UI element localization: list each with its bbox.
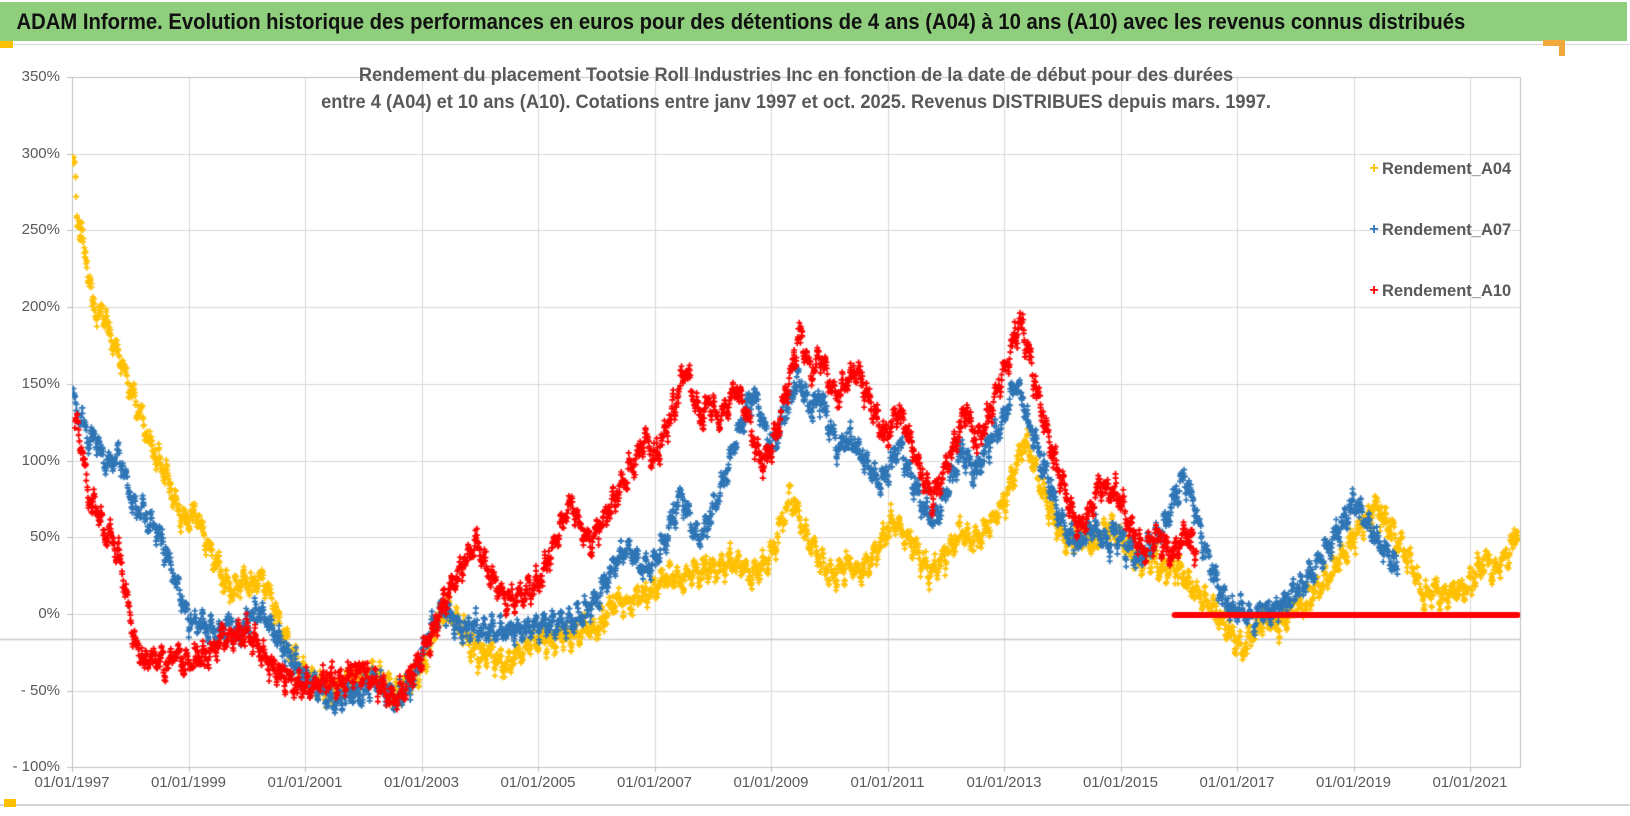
y-axis-label: - 100% xyxy=(12,758,60,776)
legend-item-a10: + Rendement_A10 xyxy=(1366,272,1546,310)
y-axis-label: - 50% xyxy=(20,681,60,699)
y-axis-label: 350% xyxy=(21,67,60,85)
plus-marker-icon: + xyxy=(1369,282,1379,299)
yellow-corner-mark-bottom xyxy=(4,799,16,807)
bottom-divider-line xyxy=(0,804,1630,806)
y-axis-label: 250% xyxy=(21,221,60,239)
x-axis-label: 01/01/2007 xyxy=(616,774,693,791)
legend-item-a07: + Rendement_A07 xyxy=(1366,211,1546,249)
header-bar: ADAM Informe. Evolution historique des p… xyxy=(0,2,1627,41)
y-axis-label: 300% xyxy=(21,144,60,162)
x-axis-label: 01/01/2021 xyxy=(1432,774,1508,791)
yellow-corner-mark-left xyxy=(0,41,13,48)
x-axis-label: 01/01/2013 xyxy=(966,774,1042,791)
chart-title-line1: Rendement du placement Tootsie Roll Indu… xyxy=(358,65,1234,86)
x-axis-label: 01/01/2011 xyxy=(850,774,925,791)
chart-title: Rendement du placement Tootsie Roll Indu… xyxy=(101,62,1491,116)
y-axis-label: 150% xyxy=(21,374,60,392)
legend-label-a10: Rendement_A10 xyxy=(1382,281,1512,300)
x-axis-label: 01/01/2019 xyxy=(1315,774,1392,791)
plus-marker-icon: + xyxy=(1369,160,1379,177)
y-axis-label: 50% xyxy=(29,528,60,546)
x-axis-label: 01/01/2009 xyxy=(733,774,809,791)
legend-label-a04: Rendement_A04 xyxy=(1382,159,1512,178)
x-axis-label: 01/01/1997 xyxy=(34,774,110,791)
chart-legend: + Rendement_A04 + Rendement_A07 + Rendem… xyxy=(1366,150,1546,333)
x-axis-label: 01/01/2015 xyxy=(1082,774,1159,791)
chart-title-line2: entre 4 (A04) et 10 ans (A10). Cotations… xyxy=(321,92,1271,113)
header-title: ADAM Informe. Evolution historique des p… xyxy=(16,8,1466,34)
x-axis-label: 01/01/2017 xyxy=(1199,774,1275,791)
orange-corner-bracket-icon xyxy=(1559,40,1565,56)
x-axis-label: 01/01/2001 xyxy=(267,774,343,791)
y-axis-label: 100% xyxy=(21,451,60,469)
plus-marker-icon: + xyxy=(1369,221,1379,238)
top-divider-line xyxy=(0,44,1630,45)
legend-item-a04: + Rendement_A04 xyxy=(1366,150,1546,188)
orange-corner-bracket-icon xyxy=(1543,40,1565,46)
legend-label-a07: Rendement_A07 xyxy=(1382,220,1512,239)
x-axis-label: 01/01/2005 xyxy=(500,774,576,791)
y-axis-label: 200% xyxy=(21,298,60,316)
x-axis-label: 01/01/2003 xyxy=(383,774,460,791)
x-axis-label: 01/01/1999 xyxy=(150,774,227,791)
y-axis-label: 0% xyxy=(38,605,60,622)
